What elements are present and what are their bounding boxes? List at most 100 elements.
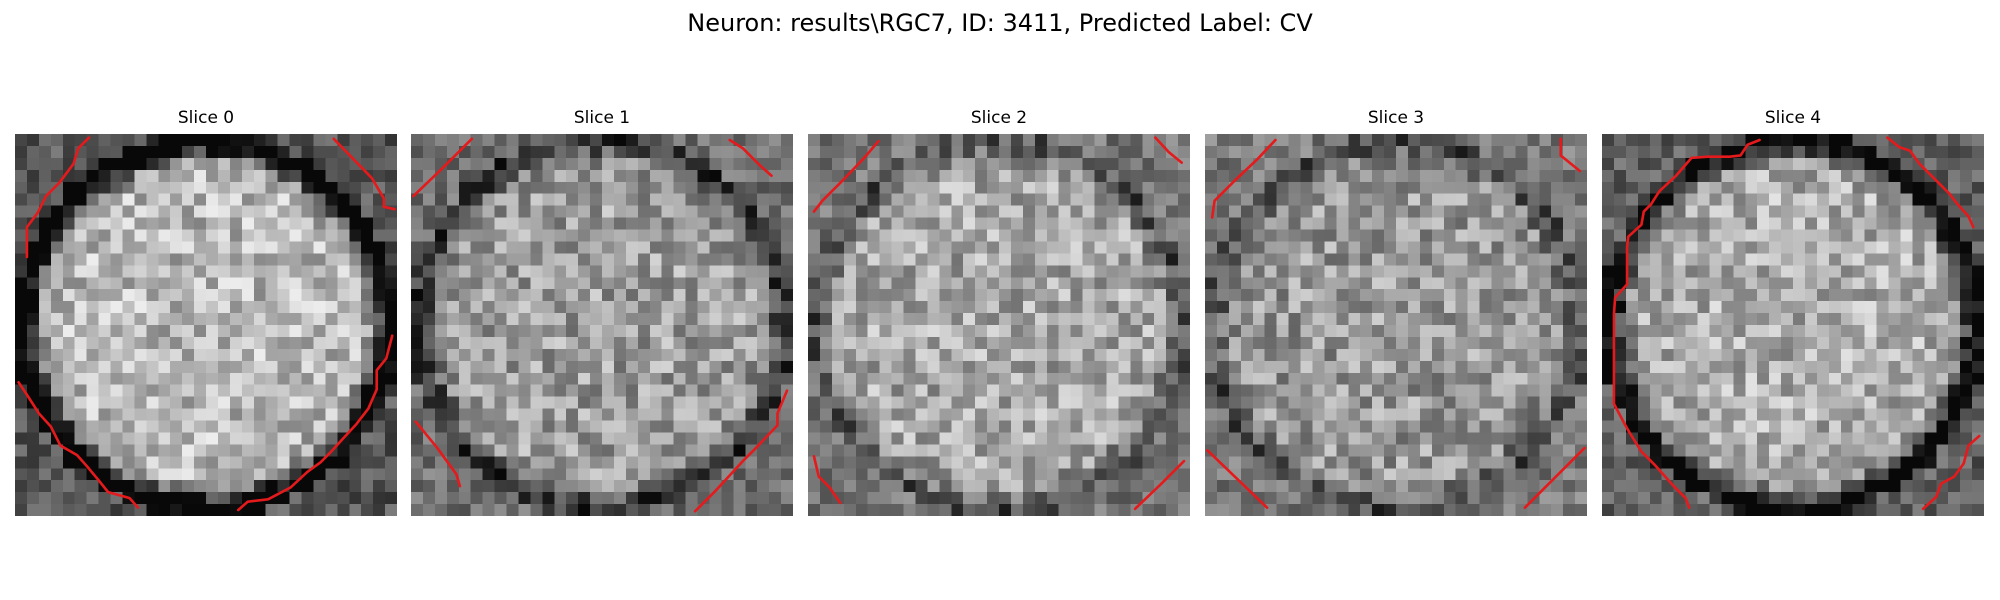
pixel: [253, 468, 266, 481]
pixel: [241, 468, 254, 481]
pixel: [1407, 229, 1421, 242]
pixel: [1948, 444, 1961, 457]
pixel: [1924, 432, 1937, 445]
pixel: [819, 420, 833, 433]
pixel: [1637, 456, 1650, 469]
pixel: [1852, 229, 1865, 242]
pixel: [1070, 217, 1083, 230]
pixel: [1252, 408, 1265, 421]
pixel: [1118, 504, 1131, 516]
pixel: [1288, 336, 1301, 350]
pixel: [1709, 265, 1722, 278]
pixel: [1288, 217, 1301, 230]
pixel: [891, 265, 904, 278]
pixel: [277, 289, 290, 302]
pixel: [434, 360, 448, 373]
pixel: [253, 444, 266, 457]
pixel: [1443, 277, 1456, 290]
pixel: [1900, 193, 1913, 206]
pixel: [1503, 372, 1516, 385]
pixel: [301, 372, 314, 385]
pixel: [1034, 241, 1047, 254]
pixel: [494, 145, 507, 159]
pixel: [1360, 313, 1373, 326]
pixel: [434, 432, 448, 445]
pixel: [554, 157, 567, 171]
pixel: [411, 217, 424, 230]
pixel: [602, 396, 615, 409]
pixel: [1407, 134, 1421, 147]
pixel: [602, 456, 615, 469]
pixel: [867, 229, 880, 242]
pixel: [98, 432, 111, 445]
pixel: [1852, 336, 1865, 350]
pixel: [1936, 205, 1949, 218]
pixel: [745, 432, 758, 445]
pixel: [721, 253, 734, 266]
pixel: [1685, 145, 1698, 159]
pixel: [1816, 253, 1830, 266]
pixel: [1876, 289, 1889, 302]
pixel: [1467, 265, 1480, 278]
pixel: [241, 265, 254, 278]
pixel: [1166, 301, 1179, 314]
pixel: [38, 313, 52, 326]
pixel: [122, 336, 135, 350]
pixel: [1022, 217, 1036, 230]
pixel: [1022, 408, 1036, 421]
pixel: [1312, 229, 1325, 242]
pixel: [939, 241, 952, 254]
pixel: [590, 480, 603, 493]
pixel: [325, 205, 338, 218]
pixel: [337, 504, 350, 516]
pixel: [1216, 432, 1230, 445]
pixel: [855, 134, 868, 147]
pixel: [361, 181, 374, 194]
pixel: [951, 229, 964, 242]
pixel: [86, 325, 99, 338]
pixel: [98, 444, 111, 457]
pixel: [1876, 169, 1889, 182]
pixel: [494, 134, 507, 147]
pixel: [1288, 468, 1301, 481]
pixel: [1864, 241, 1877, 254]
pixel: [1431, 289, 1444, 302]
pixel: [74, 468, 87, 481]
pixel: [110, 408, 123, 421]
pixel: [1745, 396, 1758, 409]
pixel: [313, 217, 326, 230]
pixel: [98, 134, 111, 147]
pixel: [74, 444, 87, 457]
pixel: [1046, 265, 1059, 278]
pixel: [554, 181, 567, 194]
pixel: [1205, 432, 1218, 445]
pixel: [1216, 134, 1230, 147]
pixel: [831, 169, 845, 182]
pixel: [939, 336, 952, 350]
pixel: [1455, 396, 1468, 409]
pixel: [975, 253, 988, 266]
pixel: [349, 265, 362, 278]
pixel: [542, 456, 555, 469]
pixel: [1503, 456, 1516, 469]
pixel: [1455, 145, 1468, 159]
pixel: [530, 468, 543, 481]
pixel: [422, 157, 436, 171]
pixel: [733, 217, 746, 230]
pixel: [1022, 492, 1036, 505]
pixel: [1769, 313, 1782, 326]
pixel: [26, 456, 40, 469]
pixel: [122, 384, 135, 397]
pixel: [709, 241, 722, 254]
pixel: [301, 181, 314, 194]
pixel: [349, 468, 362, 481]
pixel: [613, 253, 627, 266]
pixel: [987, 277, 1000, 290]
pixel: [1443, 348, 1456, 362]
pixel: [1360, 265, 1373, 278]
pixel: [1106, 145, 1119, 159]
pixel: [1972, 372, 1984, 385]
pixel: [194, 348, 207, 362]
pixel: [494, 336, 507, 350]
pixel: [1637, 253, 1650, 266]
